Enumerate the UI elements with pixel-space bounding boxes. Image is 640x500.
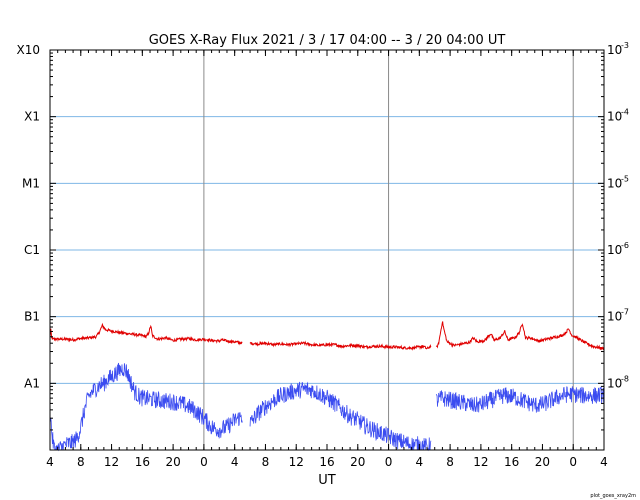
blue-flux-trace [435,386,605,413]
x-tick-label: 12 [473,455,488,469]
y-right-label: 10 [607,310,622,324]
y-right-label: 10 [607,243,622,257]
y-right-exponent: -8 [621,374,629,383]
x-tick-label: 12 [104,455,119,469]
y-axis-right-labels: 10-810-710-610-510-410-3 [607,41,629,390]
red-flux-trace [49,322,243,346]
blue-flux-trace [249,381,432,452]
y-right-label: 10 [607,376,622,390]
blue-flux-trace [49,362,243,452]
x-tick-label: 8 [446,455,454,469]
y-left-label: X10 [17,43,41,57]
y-left-label: B1 [24,310,40,324]
x-tick-label: 12 [289,455,304,469]
y-left-label: C1 [24,243,40,257]
y-left-label: X1 [24,110,40,124]
red-flux-trace [249,340,432,351]
x-tick-label: 4 [231,455,239,469]
red-flux-trace [435,321,605,351]
y-right-exponent: -6 [621,241,629,250]
y-left-label: M1 [22,176,40,190]
x-tick-label: 16 [319,455,334,469]
y-right-exponent: -3 [621,41,629,50]
x-axis-tick-labels: 4 8 12 16 20 0 4 8 12 16 20 0 4 8 12 16 20 0 4 [46,455,608,469]
x-tick-label: 4 [46,455,54,469]
gridlines [50,116,604,384]
y-right-exponent: -5 [621,174,629,183]
x-tick-label: 20 [165,455,180,469]
x-tick-label: 0 [569,455,577,469]
chart-title: GOES X-Ray Flux 2021 / 3 / 17 04:00 -- 3… [149,33,506,48]
x-tick-label: 4 [416,455,424,469]
y-axis-left-labels: A1 B1 C1 M1 X1 X10 [17,43,41,390]
y-left-label: A1 [24,376,40,390]
x-tick-label: 0 [385,455,393,469]
axis-ticks [49,50,605,451]
x-axis-title: UT [318,473,336,488]
plot-credit: plot_goes_xray2m [590,493,636,499]
x-tick-label: 16 [135,455,150,469]
day-boundaries [203,50,574,450]
y-right-label: 10 [607,43,622,57]
x-tick-label: 20 [535,455,550,469]
y-right-exponent: -4 [621,108,629,117]
x-tick-label: 8 [262,455,270,469]
x-tick-label: 4 [600,455,608,469]
x-tick-label: 20 [350,455,365,469]
y-right-label: 10 [607,176,622,190]
y-right-label: 10 [607,110,622,124]
x-tick-label: 16 [504,455,519,469]
y-right-exponent: -7 [621,308,629,317]
x-tick-label: 0 [200,455,208,469]
data-series [49,321,605,452]
x-tick-label: 8 [77,455,85,469]
